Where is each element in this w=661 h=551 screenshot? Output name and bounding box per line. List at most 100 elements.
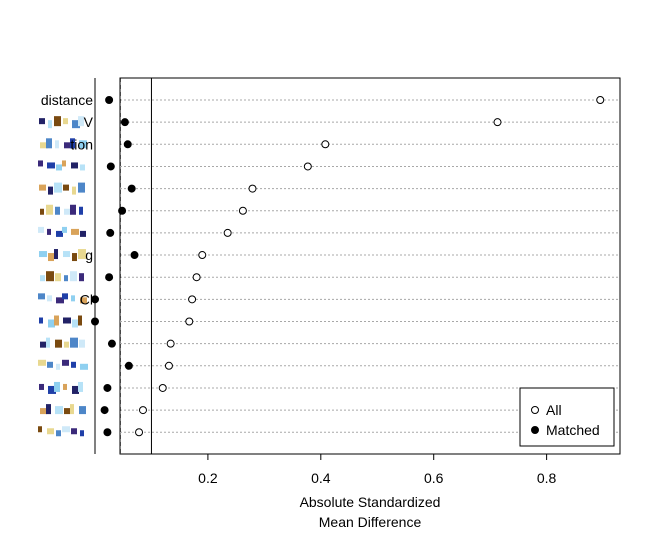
label-blob xyxy=(70,204,76,215)
label-blob xyxy=(48,120,52,129)
point-all xyxy=(321,140,330,149)
label-blob xyxy=(62,226,67,233)
label-blob xyxy=(72,319,78,328)
legend-matched-marker xyxy=(531,426,539,434)
point-all xyxy=(248,184,257,193)
point-matched xyxy=(91,295,99,304)
label-blob xyxy=(55,339,62,348)
point-matched xyxy=(100,406,109,415)
label-blob xyxy=(38,359,46,366)
point-matched xyxy=(91,317,99,326)
data-points xyxy=(91,96,605,437)
variable-label-partial: V xyxy=(84,114,94,130)
label-blob xyxy=(72,385,79,394)
label-blob xyxy=(46,138,52,149)
label-blob xyxy=(40,341,46,348)
point-matched xyxy=(123,140,132,149)
label-blob xyxy=(55,273,61,282)
label-blob xyxy=(79,140,87,149)
point-all xyxy=(303,162,312,171)
label-blob xyxy=(56,230,63,237)
point-all xyxy=(188,295,197,304)
label-blob xyxy=(70,404,74,415)
label-blob xyxy=(80,363,88,370)
label-blob xyxy=(47,295,52,302)
x-axis-title-line1: Absolute Standardized xyxy=(300,494,441,510)
variable-label-partial: tion xyxy=(70,136,93,152)
label-blob xyxy=(71,228,79,235)
label-blob xyxy=(64,275,68,282)
label-blob xyxy=(48,319,55,328)
label-blob xyxy=(78,249,86,260)
label-blob xyxy=(56,363,60,370)
label-blob xyxy=(46,337,50,348)
label-blob xyxy=(78,116,84,127)
x-axis: 0.2 0.4 0.6 0.8 xyxy=(198,453,557,486)
label-blob xyxy=(70,271,77,282)
label-blob xyxy=(47,162,55,169)
label-blob xyxy=(71,361,76,368)
label-blob xyxy=(40,275,45,282)
point-matched xyxy=(106,228,115,237)
point-all xyxy=(166,339,175,348)
label-blob xyxy=(39,383,44,390)
variable-label-partial: Cl xyxy=(80,291,93,307)
label-blob xyxy=(46,204,53,215)
legend: All Matched xyxy=(519,387,615,447)
x-tick-label: 0.8 xyxy=(537,470,557,486)
label-blob xyxy=(48,186,53,195)
point-matched xyxy=(124,361,133,370)
point-matched xyxy=(130,251,139,260)
point-all xyxy=(158,383,167,392)
variable-label-graphics xyxy=(38,116,88,437)
label-blob xyxy=(54,315,59,326)
label-blob xyxy=(71,295,75,302)
label-blob xyxy=(63,383,67,390)
legend-all-label: All xyxy=(546,402,562,418)
label-blob xyxy=(55,406,63,415)
label-blob xyxy=(63,251,70,258)
point-matched xyxy=(107,339,116,348)
label-blob xyxy=(38,226,44,233)
label-blob xyxy=(78,381,83,392)
label-blob xyxy=(79,339,85,348)
label-blob xyxy=(64,341,69,348)
point-all xyxy=(596,96,605,104)
point-all xyxy=(223,228,232,237)
label-blob xyxy=(62,293,68,300)
point-all xyxy=(192,273,201,282)
label-blob xyxy=(56,430,61,437)
point-all xyxy=(185,317,194,326)
label-blob xyxy=(39,118,45,125)
label-blob xyxy=(40,408,47,415)
label-blob xyxy=(71,162,78,169)
label-blob xyxy=(71,428,77,435)
point-matched xyxy=(120,118,129,127)
label-blob xyxy=(38,293,45,300)
point-all xyxy=(238,206,247,215)
label-blob xyxy=(78,182,85,193)
label-blob xyxy=(48,253,54,262)
legend-box xyxy=(519,387,615,447)
label-blob xyxy=(64,142,71,149)
point-all xyxy=(135,428,144,437)
label-blob xyxy=(62,160,66,167)
label-blob xyxy=(38,426,42,433)
point-matched xyxy=(103,383,112,392)
label-blob xyxy=(54,249,58,260)
x-tick-label: 0.6 xyxy=(424,470,444,486)
label-blob xyxy=(39,317,43,324)
label-blob xyxy=(79,406,86,415)
label-blob xyxy=(80,297,87,304)
label-blob xyxy=(63,317,71,324)
point-matched xyxy=(105,96,114,104)
x-tick-label: 0.4 xyxy=(311,470,331,486)
label-blob xyxy=(72,253,77,262)
label-blob xyxy=(79,273,84,282)
label-blob xyxy=(80,164,85,171)
legend-all-marker xyxy=(531,406,539,414)
label-blob xyxy=(64,408,70,415)
point-matched xyxy=(118,206,127,215)
label-blob xyxy=(79,206,83,215)
